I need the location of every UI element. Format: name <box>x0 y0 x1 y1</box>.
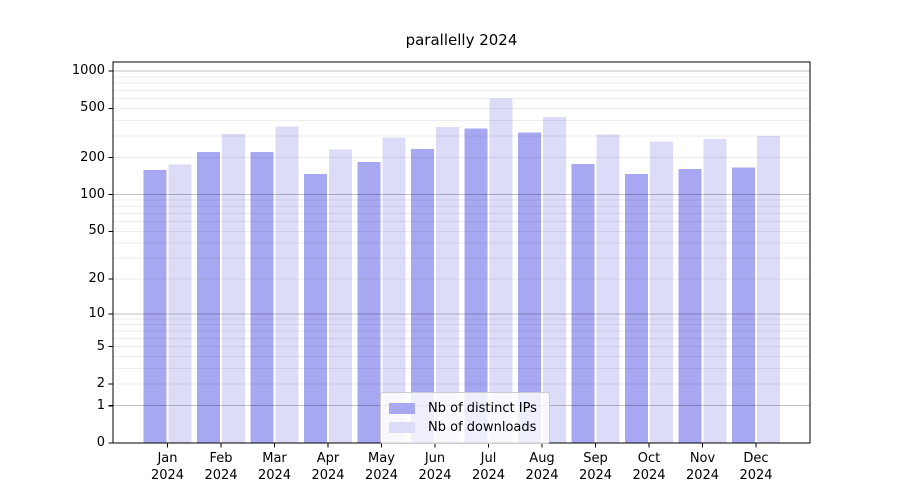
x-tick-label: Apr 2024 <box>311 451 345 484</box>
bar-nb-of-downloads-oct <box>650 141 673 443</box>
y-tick-label: 50 <box>88 223 105 239</box>
x-tick-label: Dec 2024 <box>739 451 773 484</box>
y-tick-label: 10 <box>88 305 105 321</box>
bar-nb-of-distinct-ips-aug <box>518 132 541 443</box>
y-tick-label: 20 <box>88 271 105 287</box>
x-tick-label: Jul 2024 <box>471 451 506 484</box>
bar-nb-of-distinct-ips-oct <box>625 174 648 443</box>
y-tick-label: 200 <box>80 149 105 165</box>
bar-nb-of-downloads-jan <box>168 164 192 443</box>
bar-nb-of-distinct-ips-apr <box>304 174 327 443</box>
x-tick-label: Oct 2024 <box>632 451 666 484</box>
x-tick-label: May 2024 <box>364 451 399 484</box>
bar-nb-of-downloads-nov <box>703 139 727 443</box>
legend-swatch-downloads <box>389 422 415 433</box>
bar-nb-of-distinct-ips-jan <box>143 170 167 443</box>
bar-nb-of-downloads-mar <box>275 126 299 443</box>
bar-nb-of-distinct-ips-nov <box>678 169 702 444</box>
y-tick-label: 0 <box>96 435 105 450</box>
x-tick-label: Jan 2024 <box>150 451 185 484</box>
bar-nb-of-downloads-sep <box>596 134 620 443</box>
bar-nb-of-distinct-ips-dec <box>732 167 755 443</box>
bar-nb-of-downloads-apr <box>329 149 352 443</box>
bar-nb-of-distinct-ips-jun <box>411 148 434 443</box>
legend-label-distinct-ips: Nb of distinct IPs <box>428 401 537 416</box>
bar-nb-of-distinct-ips-feb <box>197 152 220 443</box>
bar-nb-of-downloads-dec <box>757 135 780 444</box>
legend-row-distinct-ips: Nb of distinct IPs <box>389 399 537 418</box>
legend-swatch-distinct-ips <box>389 403 415 414</box>
x-tick-label: Aug 2024 <box>525 451 559 484</box>
bar-nb-of-downloads-jun <box>436 127 459 443</box>
x-tick-label: Nov 2024 <box>685 451 720 484</box>
legend-row-downloads: Nb of downloads <box>389 418 537 437</box>
legend: Nb of distinct IPs Nb of downloads <box>380 392 550 444</box>
y-tick-label: 2 <box>96 375 105 391</box>
x-tick-label: Sep 2024 <box>578 451 613 484</box>
y-tick-label: 100 <box>80 186 105 202</box>
bar-nb-of-distinct-ips-mar <box>250 152 274 443</box>
chart-title: parallelly 2024 <box>405 31 518 49</box>
bar-nb-of-downloads-may <box>382 137 406 444</box>
y-tick-label: 500 <box>80 100 105 116</box>
bar-nb-of-distinct-ips-sep <box>571 164 595 443</box>
x-tick-label: Feb 2024 <box>204 451 238 484</box>
x-tick-label: Mar 2024 <box>257 451 292 484</box>
bar-nb-of-distinct-ips-may <box>357 162 381 444</box>
legend-label-downloads: Nb of downloads <box>428 420 537 435</box>
x-tick-label: Jun 2024 <box>418 451 452 484</box>
bar-nb-of-downloads-aug <box>543 116 566 444</box>
bar-nb-of-distinct-ips-jul <box>464 128 488 444</box>
y-tick-label: 1000 <box>71 63 105 79</box>
bar-nb-of-downloads-jul <box>489 98 513 443</box>
y-tick-label: 1 <box>96 397 105 413</box>
y-tick-label: 5 <box>96 338 105 354</box>
bar-nb-of-downloads-feb <box>222 134 245 443</box>
